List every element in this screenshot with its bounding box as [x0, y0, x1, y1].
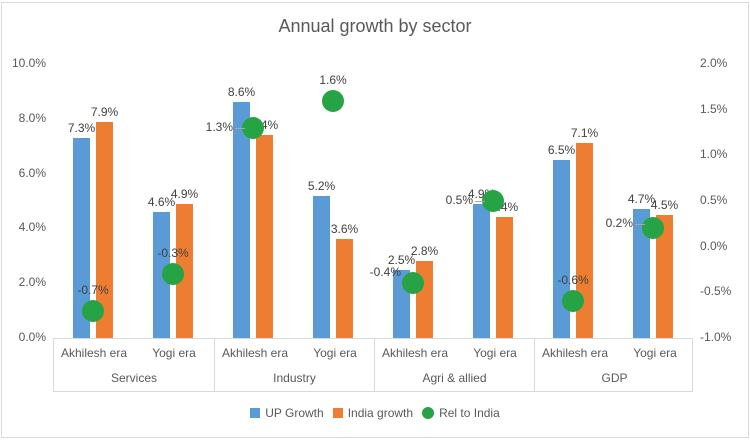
bar-india-growth[interactable] — [496, 217, 513, 338]
data-label-india-growth: 4.5% — [650, 197, 679, 212]
bar-india-growth[interactable] — [576, 143, 593, 338]
right-axis-tick: 1.5% — [700, 101, 728, 116]
legend-marker-square-icon — [332, 408, 343, 418]
leader-line — [235, 127, 245, 129]
bar-india-growth[interactable] — [656, 214, 673, 338]
category-era-label: Akhilesh era — [221, 346, 289, 360]
legend-item-up-growth[interactable]: UP Growth — [250, 406, 324, 420]
category-era-label: Yogi era — [633, 346, 677, 360]
data-label-rel-to-india: -0.4% — [369, 265, 401, 280]
rel-to-india-point[interactable] — [322, 89, 344, 112]
data-label-india-growth: 3.6% — [330, 222, 359, 237]
data-label-rel-to-india: 1.3% — [205, 119, 233, 134]
category-era-label: Akhilesh era — [60, 346, 128, 360]
legend: UP Growth India growth Rel to India — [0, 406, 750, 420]
bar-up-growth[interactable] — [313, 195, 330, 338]
category-era-label: Yogi era — [152, 346, 196, 360]
rel-to-india-point[interactable] — [482, 190, 504, 212]
rel-to-india-point[interactable] — [162, 263, 184, 286]
legend-marker-square-icon — [250, 408, 261, 418]
bar-up-growth[interactable] — [73, 137, 90, 338]
right-axis-tick: -0.5% — [700, 284, 732, 299]
chart-title: Annual growth by sector — [278, 16, 472, 36]
leader-line — [475, 201, 485, 202]
category-era-label: Akhilesh era — [381, 346, 449, 360]
left-axis-tick: 6.0% — [18, 165, 46, 180]
data-label-india-growth: 4.9% — [170, 186, 199, 201]
legend-item-india-growth[interactable]: India growth — [332, 406, 414, 420]
left-axis-tick: 4.0% — [18, 220, 46, 235]
right-axis-tick: -1.0% — [700, 330, 732, 344]
data-label-india-growth: 7.1% — [570, 126, 599, 141]
category-group-label: GDP — [601, 371, 628, 385]
data-label-up-growth: 6.5% — [547, 142, 576, 157]
bar-up-growth[interactable] — [233, 102, 250, 338]
left-axis-tick: 8.0% — [18, 110, 46, 125]
data-label-up-growth: 4.6% — [147, 194, 176, 209]
category-group-label: Services — [110, 371, 157, 385]
rel-to-india-point[interactable] — [642, 217, 664, 240]
category-group-label: Agri & allied — [422, 371, 487, 385]
bar-up-growth[interactable] — [153, 211, 170, 338]
bar-india-growth[interactable] — [336, 239, 353, 338]
category-cell: Akhilesh era Yogi era GDP — [534, 339, 694, 391]
data-label-up-growth: 8.6% — [227, 85, 256, 100]
bar-up-growth[interactable] — [633, 209, 650, 338]
bar-up-growth[interactable] — [553, 159, 570, 338]
legend-label: Rel to India — [439, 406, 500, 420]
legend-marker-circle-icon — [422, 407, 435, 419]
legend-label: India growth — [347, 406, 414, 420]
data-label-rel-to-india: -0.6% — [557, 273, 589, 288]
data-label-india-growth: 2.8% — [410, 244, 439, 259]
data-label-rel-to-india: 0.5% — [445, 193, 473, 207]
legend-label: UP Growth — [265, 406, 324, 420]
bar-india-growth[interactable] — [256, 135, 273, 338]
category-era-label: Akhilesh era — [541, 346, 609, 360]
rel-to-india-point[interactable] — [82, 299, 104, 322]
rel-to-india-point[interactable] — [242, 116, 264, 139]
bar-up-growth[interactable] — [473, 203, 490, 338]
legend-item-rel-to-india[interactable]: Rel to India — [422, 406, 500, 420]
right-axis-tick: 0.0% — [700, 238, 728, 253]
category-cell: Akhilesh era Yogi era Agri & allied — [374, 339, 534, 391]
left-axis-tick: 10.0% — [11, 56, 46, 70]
rel-to-india-point[interactable] — [402, 272, 424, 295]
right-axis-tick: 0.5% — [700, 193, 728, 207]
category-cell: Akhilesh era Yogi era Services — [54, 339, 214, 391]
data-label-up-growth: 2.5% — [387, 252, 416, 267]
leader-line — [635, 224, 645, 226]
right-axis-tick: 1.0% — [700, 147, 728, 162]
left-axis-tick: 2.0% — [18, 275, 46, 290]
data-label-rel-to-india: -0.7% — [77, 282, 109, 297]
category-group-label: Industry — [273, 371, 316, 385]
category-era-label: Yogi era — [313, 346, 357, 360]
data-label-rel-to-india: 0.2% — [605, 216, 633, 231]
category-axis-box: Akhilesh era Yogi era Services Akhilesh era… — [53, 338, 693, 392]
category-era-label: Yogi era — [473, 346, 517, 360]
right-axis-tick: 2.0% — [700, 56, 728, 70]
data-label-rel-to-india: -0.3% — [157, 246, 189, 261]
data-label-india-growth: 7.9% — [90, 104, 119, 119]
category-cell: Akhilesh era Yogi era Industry — [214, 339, 374, 391]
data-label-up-growth: 7.3% — [67, 120, 96, 135]
bar-india-growth[interactable] — [176, 203, 193, 338]
data-label-rel-to-india: 1.6% — [319, 72, 347, 87]
bar-india-growth[interactable] — [96, 121, 113, 338]
left-axis-tick: 0.0% — [18, 330, 46, 344]
data-label-up-growth: 4.7% — [627, 192, 656, 207]
rel-to-india-point[interactable] — [562, 290, 584, 313]
data-label-up-growth: 5.2% — [307, 178, 336, 193]
